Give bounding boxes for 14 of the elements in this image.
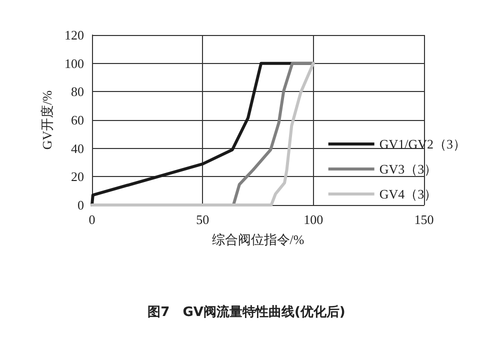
y-tick-label: 120	[64, 28, 84, 42]
y-tick-label: 40	[71, 140, 84, 156]
y-tick-label: 60	[71, 112, 84, 128]
y-tick-label: 20	[71, 169, 84, 184]
y-tick-label: 0	[78, 198, 84, 212]
x-tick-label: 50	[196, 212, 210, 227]
text: 图7 GV阀流量特性曲线(优化后)	[148, 304, 346, 320]
x-tick-label: 100	[304, 212, 324, 227]
x-tick-label: 150	[414, 212, 434, 227]
y-axis-title: GV开度/%	[40, 90, 55, 150]
y-tick-label: 100	[64, 56, 84, 71]
x-axis-title: 综合阀位指令/%	[212, 232, 304, 247]
x-tick-label: 0	[88, 212, 96, 227]
y-tick-label: 80	[71, 84, 84, 100]
